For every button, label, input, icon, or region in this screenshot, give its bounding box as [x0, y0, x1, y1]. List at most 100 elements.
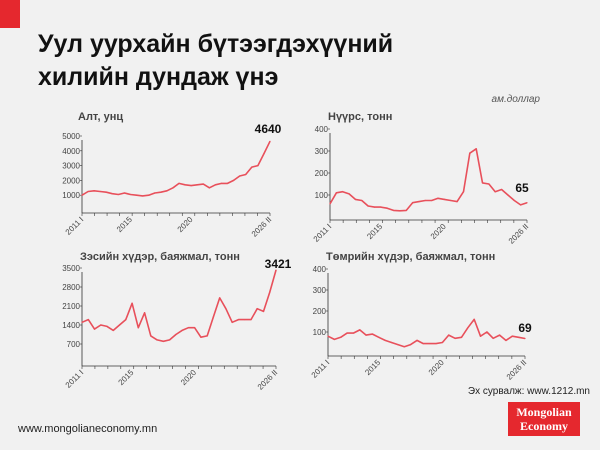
data-point [467, 327, 469, 329]
data-point [200, 336, 202, 338]
series-line [329, 148, 528, 212]
data-point [410, 344, 412, 346]
data-point [150, 335, 152, 337]
data-point [226, 182, 229, 184]
y-tick-label: 700 [67, 340, 81, 349]
data-point [99, 190, 101, 193]
data-point [479, 335, 482, 337]
website-link[interactable]: www.mongolianeconomy.mn [18, 423, 158, 435]
data-point [518, 336, 520, 338]
data-point [105, 191, 107, 193]
data-point [520, 204, 522, 206]
y-tick-label: 3500 [62, 264, 80, 273]
data-point [135, 194, 138, 196]
data-point [481, 182, 484, 184]
series-line [81, 269, 277, 343]
data-point [365, 334, 367, 336]
data-point [526, 202, 528, 204]
data-point [81, 321, 83, 323]
data-point [245, 173, 247, 176]
data-point [231, 321, 233, 323]
last-value-label: 65 [515, 181, 529, 195]
data-point [333, 338, 335, 340]
data-point [371, 333, 374, 335]
data-point [422, 342, 424, 345]
data-point [269, 291, 271, 294]
x-tick-label: 2011 I [64, 368, 86, 390]
data-point [160, 191, 162, 193]
series-line [327, 318, 526, 348]
data-point [112, 329, 114, 332]
x-tick-label: 2026 II [507, 222, 531, 246]
x-tick-label: 2026 II [505, 358, 529, 382]
x-tick-label: 2015 [115, 215, 134, 234]
data-point [513, 199, 515, 202]
unit-label: ам.доллар [491, 94, 540, 105]
data-point [352, 332, 355, 334]
data-point [87, 190, 89, 193]
data-point [269, 140, 271, 142]
data-point [403, 346, 405, 348]
data-point [380, 206, 382, 208]
data-point [399, 210, 401, 212]
data-point [416, 339, 418, 341]
y-tick-label: 300 [315, 147, 329, 156]
data-point [500, 188, 503, 191]
y-tick-label: 1000 [62, 191, 80, 200]
data-point [511, 335, 513, 337]
data-point [250, 318, 252, 321]
data-point [494, 191, 496, 193]
x-tick-label: 2020 [176, 215, 195, 234]
data-point [251, 166, 253, 168]
y-tick-label: 2800 [62, 283, 80, 292]
data-point [507, 194, 509, 196]
data-point [443, 198, 445, 200]
data-point [275, 269, 277, 271]
y-tick-label: 2100 [62, 302, 80, 311]
data-point [346, 332, 348, 334]
data-point [196, 184, 198, 186]
data-point [225, 308, 227, 310]
data-point [219, 297, 221, 299]
data-point [106, 325, 108, 327]
x-tick-label: 2015 [117, 368, 136, 387]
data-point [81, 194, 83, 196]
data-point [184, 184, 186, 186]
data-point [475, 148, 477, 150]
y-tick-label: 200 [315, 169, 329, 178]
data-point [93, 190, 95, 192]
x-tick-label: 2011 I [312, 222, 334, 244]
data-point [486, 331, 488, 333]
data-point [93, 328, 96, 330]
x-tick-label: 2015 [363, 358, 382, 377]
data-point [429, 342, 431, 345]
data-point [460, 336, 463, 338]
data-point [335, 192, 337, 194]
data-point [111, 193, 113, 195]
y-tick-label: 4000 [62, 147, 80, 156]
data-point [340, 336, 342, 338]
data-point [212, 316, 215, 318]
data-point [214, 184, 217, 186]
data-point [354, 198, 357, 200]
data-point [118, 324, 121, 326]
data-point [244, 318, 246, 321]
data-point [142, 195, 144, 197]
data-point [202, 183, 204, 185]
y-tick-label: 100 [313, 328, 327, 337]
source-note: Эх сурвалж: www.1212.mn [467, 386, 590, 397]
data-point [117, 193, 119, 196]
data-point [524, 337, 526, 340]
chart-title: Алт, унц [78, 111, 123, 123]
data-point [123, 192, 126, 194]
y-tick-label: 300 [313, 286, 327, 295]
x-tick-label: 2011 I [310, 358, 332, 380]
data-point [450, 199, 452, 202]
data-point [154, 192, 156, 194]
data-point [329, 203, 331, 205]
data-point [435, 342, 437, 345]
data-point [418, 201, 420, 203]
data-point [194, 327, 196, 329]
accent-square [0, 0, 20, 28]
